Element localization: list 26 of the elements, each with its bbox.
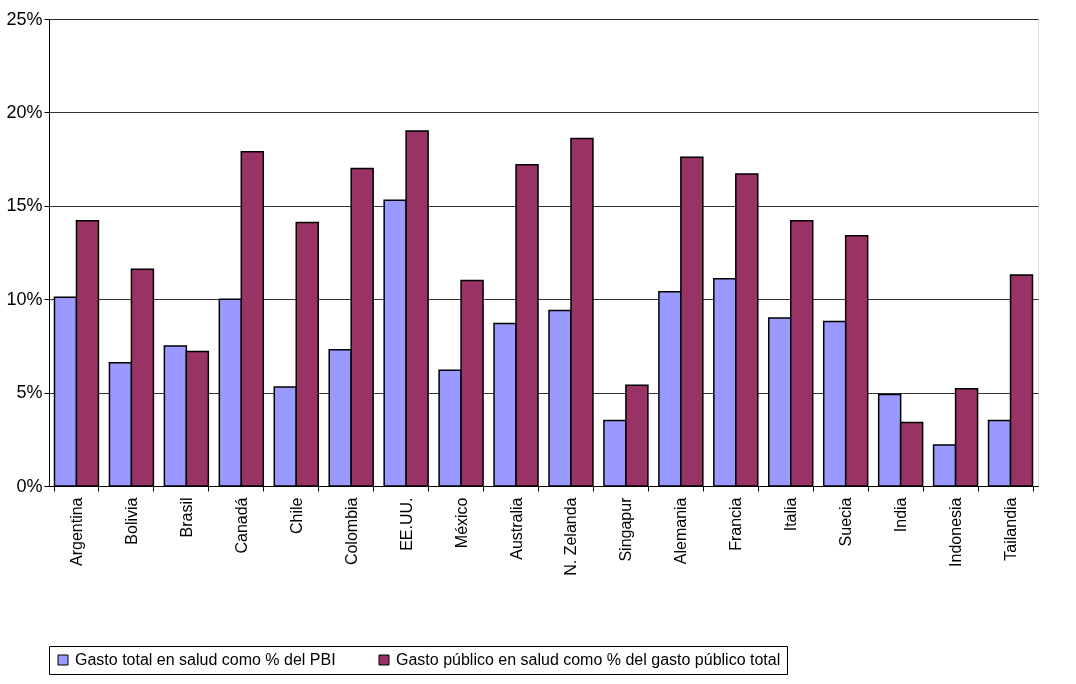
x-tick-label: Italia xyxy=(782,497,800,532)
x-tick-label: Indonesia xyxy=(947,497,965,567)
x-tick-label: Argentina xyxy=(67,497,85,566)
x-tick-label: Tailandia xyxy=(1002,497,1020,561)
y-tick-label: 25% xyxy=(6,8,43,29)
y-tick-label: 0% xyxy=(16,475,43,496)
x-tick-label: N. Zelanda xyxy=(562,497,580,576)
y-tick-label: 15% xyxy=(6,195,43,216)
x-tick-label: Francia xyxy=(727,497,745,551)
x-tick-label: India xyxy=(892,497,910,533)
x-tick-label: Bolivia xyxy=(122,497,140,545)
x-tick-label: Suecia xyxy=(837,497,855,547)
x-tick-label: Chile xyxy=(287,497,305,534)
x-tick-label: México xyxy=(452,497,470,549)
y-tick-label: 5% xyxy=(16,382,43,403)
x-tick-label: Brasil xyxy=(177,497,195,538)
x-tick-label: EE.UU. xyxy=(397,497,415,551)
x-tick-label: Alemania xyxy=(672,497,690,565)
y-tick-label: 20% xyxy=(6,101,43,122)
x-tick-label: Colombia xyxy=(342,497,360,566)
legend-label: Gasto total en salud como % del PBI xyxy=(75,651,336,668)
y-tick-label: 10% xyxy=(6,288,43,309)
x-tick-label: Canadá xyxy=(232,497,250,554)
legend-label: Gasto público en salud como % del gasto público total xyxy=(396,651,781,668)
x-tick-label: Australia xyxy=(507,497,525,560)
x-tick-label: Singapur xyxy=(617,496,635,562)
